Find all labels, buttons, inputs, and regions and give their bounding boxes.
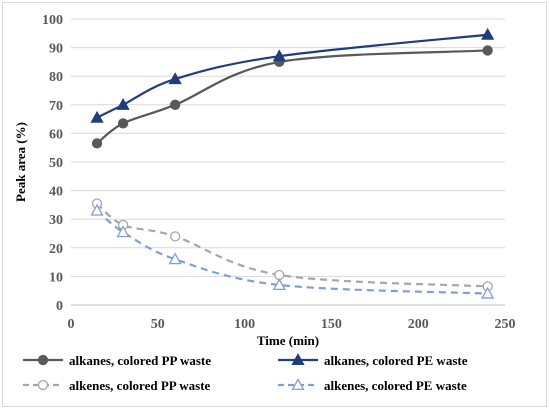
tick-labels: 0 10 20 30 40 50 60 70 80 90 100 0 50 100 150 200 250	[42, 13, 516, 332]
x-tick-label: 0	[68, 317, 75, 332]
chart-frame: 0 10 20 30 40 50 60 70 80 90 100 0 50 100 150 200 250 Ti…	[2, 2, 547, 407]
legend-entry: alkenes, colored PP waste	[23, 378, 211, 393]
y-tick-label: 90	[49, 42, 63, 57]
y-tick-label: 100	[42, 13, 63, 28]
legend-swatch-marker	[291, 353, 305, 366]
y-tick-label: 10	[49, 270, 63, 285]
data-point	[274, 269, 285, 281]
legend-label: alkanes, colored PP waste	[69, 353, 211, 368]
x-axis-title: Time (min)	[257, 333, 319, 348]
y-tick-label: 40	[49, 185, 63, 200]
series-line	[96, 209, 488, 295]
data-point	[90, 203, 104, 216]
y-tick-label: 80	[49, 70, 63, 85]
legend: alkanes, colored PP waste alkanes, colore…	[23, 353, 468, 393]
y-axis-title: Peak area (%)	[13, 122, 28, 202]
series-4	[90, 203, 495, 299]
data-point	[482, 45, 493, 56]
x-tick-label: 150	[321, 317, 342, 332]
y-tick-label: 20	[49, 242, 63, 257]
x-tick-label: 50	[151, 317, 165, 332]
legend-swatch-marker	[37, 354, 49, 366]
legend-entry: alkenes, colored PE waste	[278, 378, 467, 393]
legend-label: alkenes, colored PP waste	[69, 378, 211, 393]
y-tick-label: 60	[49, 127, 63, 142]
y-tick-label: 70	[49, 99, 63, 114]
series-line	[96, 202, 488, 288]
x-tick-label: 100	[234, 317, 255, 332]
data-point	[90, 110, 104, 123]
data-point	[168, 72, 182, 85]
data-point	[117, 118, 129, 129]
gridlines	[71, 18, 505, 277]
series-lines	[90, 27, 495, 299]
series-2	[90, 27, 495, 123]
data-point	[170, 99, 181, 110]
data-point	[272, 49, 286, 62]
data-point	[170, 231, 181, 242]
series-3	[91, 198, 493, 292]
legend-label: alkanes, colored PE waste	[324, 353, 468, 368]
y-tick-label: 0	[56, 299, 63, 314]
legend-entry: alkanes, colored PE waste	[278, 353, 468, 368]
legend-swatch-marker	[37, 379, 49, 391]
data-point	[481, 27, 495, 40]
x-tick-label: 200	[408, 317, 429, 332]
data-point	[272, 278, 286, 291]
data-point	[91, 138, 103, 149]
y-tick-label: 30	[49, 213, 63, 228]
series-line	[96, 49, 488, 145]
series-1	[91, 45, 493, 149]
line-chart: 0 10 20 30 40 50 60 70 80 90 100 0 50 100 150 200 250 Ti…	[13, 13, 516, 393]
data-point	[168, 252, 182, 265]
data-point	[116, 97, 130, 110]
data-point	[481, 286, 495, 299]
legend-entry: alkanes, colored PP waste	[23, 353, 211, 368]
x-tick-label: 250	[495, 317, 516, 332]
legend-label: alkenes, colored PE waste	[324, 378, 467, 393]
y-tick-label: 50	[49, 156, 63, 171]
legend-swatch-marker	[291, 378, 305, 391]
data-point	[116, 225, 130, 238]
